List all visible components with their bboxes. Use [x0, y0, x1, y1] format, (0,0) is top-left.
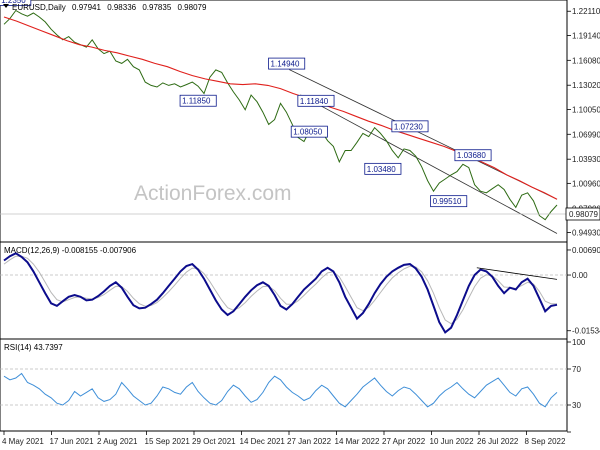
rsi-panel	[0, 338, 568, 432]
level-label: 1.07230	[391, 120, 429, 133]
watermark: ActionForex.com	[134, 182, 292, 205]
macd-header: MACD(12,26,9) -0.008155 -0.007906	[4, 246, 137, 255]
rsi-y-tick-label: 100	[572, 338, 586, 347]
svg-text:EURUSD,Daily 0.97941: EURUSD,Daily 0.97941 0.98336 0.97835 0.9…	[12, 3, 207, 12]
macd-y-tick-label: 0.00	[572, 271, 588, 280]
x-tick-label: 26 Jul 2022	[477, 437, 519, 446]
x-tick-label: 14 Mar 2022	[335, 437, 380, 446]
price-line	[3, 9, 558, 221]
level-value: 1.14940	[271, 60, 300, 69]
price-y-tick-label: 1.10050	[572, 105, 600, 114]
x-tick-label: 2 Aug 2021	[97, 437, 138, 446]
price-y-tick-label: 1.13020	[572, 81, 600, 90]
level-value: 1.07230	[394, 122, 423, 131]
x-tick-label: 8 Sep 2022	[525, 437, 566, 446]
x-tick-label: 17 Jun 2021	[50, 437, 95, 446]
macd-panel	[0, 241, 568, 340]
price-y-tick-label: 1.22110	[572, 7, 600, 16]
price-y-tick-label: 0.94930	[572, 228, 600, 237]
symbol-timeframe: EURUSD,Daily	[12, 3, 66, 12]
price-y-tick-label: 1.03930	[572, 155, 600, 164]
price-header: EURUSD,Daily 0.97941 0.98336 0.97835 0.9…	[3, 3, 207, 12]
price-y-tick-label: 1.00960	[572, 179, 600, 188]
level-label: 1.11850	[179, 94, 217, 107]
x-tick-label: 27 Apr 2022	[382, 437, 426, 446]
ohlc-close: 0.98079	[178, 3, 207, 12]
rsi-header: RSI(14) 43.7397	[4, 343, 63, 352]
level-value: 1.03680	[457, 151, 486, 160]
x-tick-label: 14 Dec 2021	[240, 437, 286, 446]
level-value: 1.11850	[182, 97, 211, 106]
last-price-label: 0.98079	[569, 210, 598, 219]
price-y-tick-label: 1.06990	[572, 130, 600, 139]
price-panel	[0, 0, 568, 243]
level-label: 1.03480	[364, 162, 402, 175]
level-label: 1.2350	[0, 0, 32, 6]
rsi-y-tick-label: 70	[572, 365, 581, 374]
macd-trendline	[476, 267, 558, 280]
rsi-y-tick-label: 30	[572, 401, 581, 410]
rsi-line	[3, 372, 558, 408]
level-value: 0.99510	[433, 197, 462, 206]
ohlc-low: 0.97835	[142, 3, 171, 12]
x-tick-label: 27 Jan 2022	[287, 437, 332, 446]
macd-y-tick-label: 0.006906	[572, 246, 600, 255]
level-label: 1.11840	[297, 94, 335, 107]
x-tick-label: 4 May 2021	[2, 437, 44, 446]
macd-line	[3, 252, 558, 334]
x-tick-label: 10 Jun 2022	[430, 437, 475, 446]
price-y-tick-label: 1.19140	[572, 31, 600, 40]
ohlc-open: 0.97941	[72, 3, 101, 12]
level-value: 1.11840	[300, 97, 329, 106]
level-label: 0.99510	[430, 195, 468, 208]
dropdown-triangle-icon[interactable]	[3, 4, 9, 8]
price-y-tick-label: 1.16080	[572, 56, 600, 65]
x-tick-label: 29 Oct 2021	[192, 437, 236, 446]
macd-y-tick-label: -0.015348	[572, 327, 600, 336]
level-label: 1.08050	[290, 125, 328, 138]
x-tick-label: 15 Sep 2021	[145, 437, 191, 446]
ohlc-high: 0.98336	[107, 3, 136, 12]
level-label: 1.14940	[268, 57, 306, 70]
level-value: 1.2350	[1, 0, 26, 5]
last-price-marker: 0.98079	[0, 207, 600, 221]
level-value: 1.08050	[293, 128, 322, 137]
level-value: 1.03480	[367, 165, 396, 174]
channel-lower-line	[300, 94, 558, 234]
level-label: 1.03680	[454, 149, 492, 162]
